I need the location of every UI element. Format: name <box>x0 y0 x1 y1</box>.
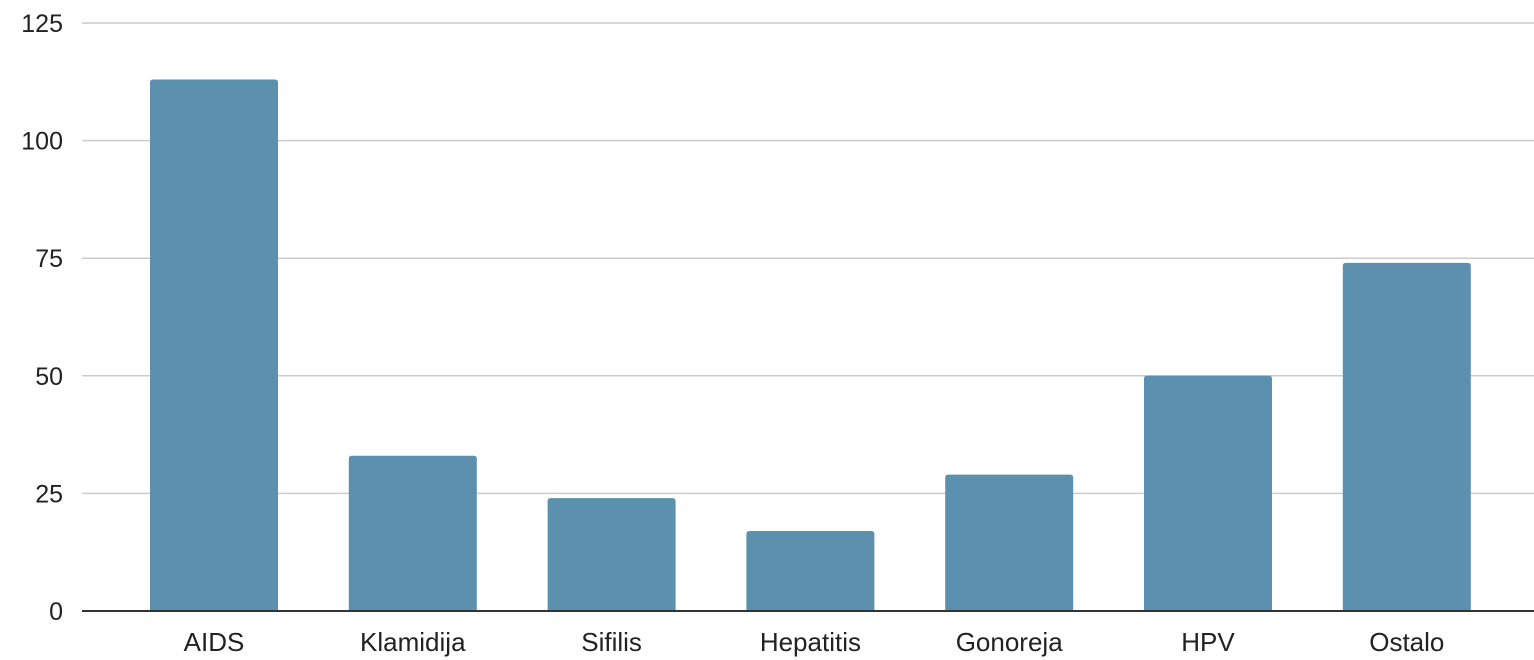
x-tick-label: Hepatitis <box>760 627 861 657</box>
x-tick-label: Gonoreja <box>956 627 1063 657</box>
y-tick-label: 125 <box>21 10 63 38</box>
x-tick-label: Klamidija <box>360 627 466 657</box>
x-tick-label: Sifilis <box>581 627 642 657</box>
bar-aids <box>150 79 278 611</box>
y-tick-label: 0 <box>49 598 63 626</box>
y-tick-label: 50 <box>35 363 63 391</box>
x-tick-label: Ostalo <box>1369 627 1444 657</box>
bar-sifilis <box>547 498 676 611</box>
y-axis-ticks: 0 25 50 75 100 125 <box>21 10 63 626</box>
gridlines <box>82 22 1534 495</box>
bar-gonoreja <box>945 474 1074 611</box>
y-tick-label: 75 <box>35 245 63 273</box>
bar-hpv <box>1144 375 1272 611</box>
y-tick-label: 25 <box>35 480 63 508</box>
x-axis-labels: AIDS Klamidija Sifilis Hepatitis Gonoreja HPV… <box>184 627 1445 657</box>
y-tick-label: 100 <box>21 128 63 156</box>
bar-hepatitis <box>746 531 875 611</box>
x-tick-label: AIDS <box>184 627 245 657</box>
x-tick-label: HPV <box>1181 627 1235 657</box>
bars <box>150 79 1471 611</box>
bar-ostalo <box>1342 262 1471 611</box>
bar-klamidija <box>348 455 477 611</box>
